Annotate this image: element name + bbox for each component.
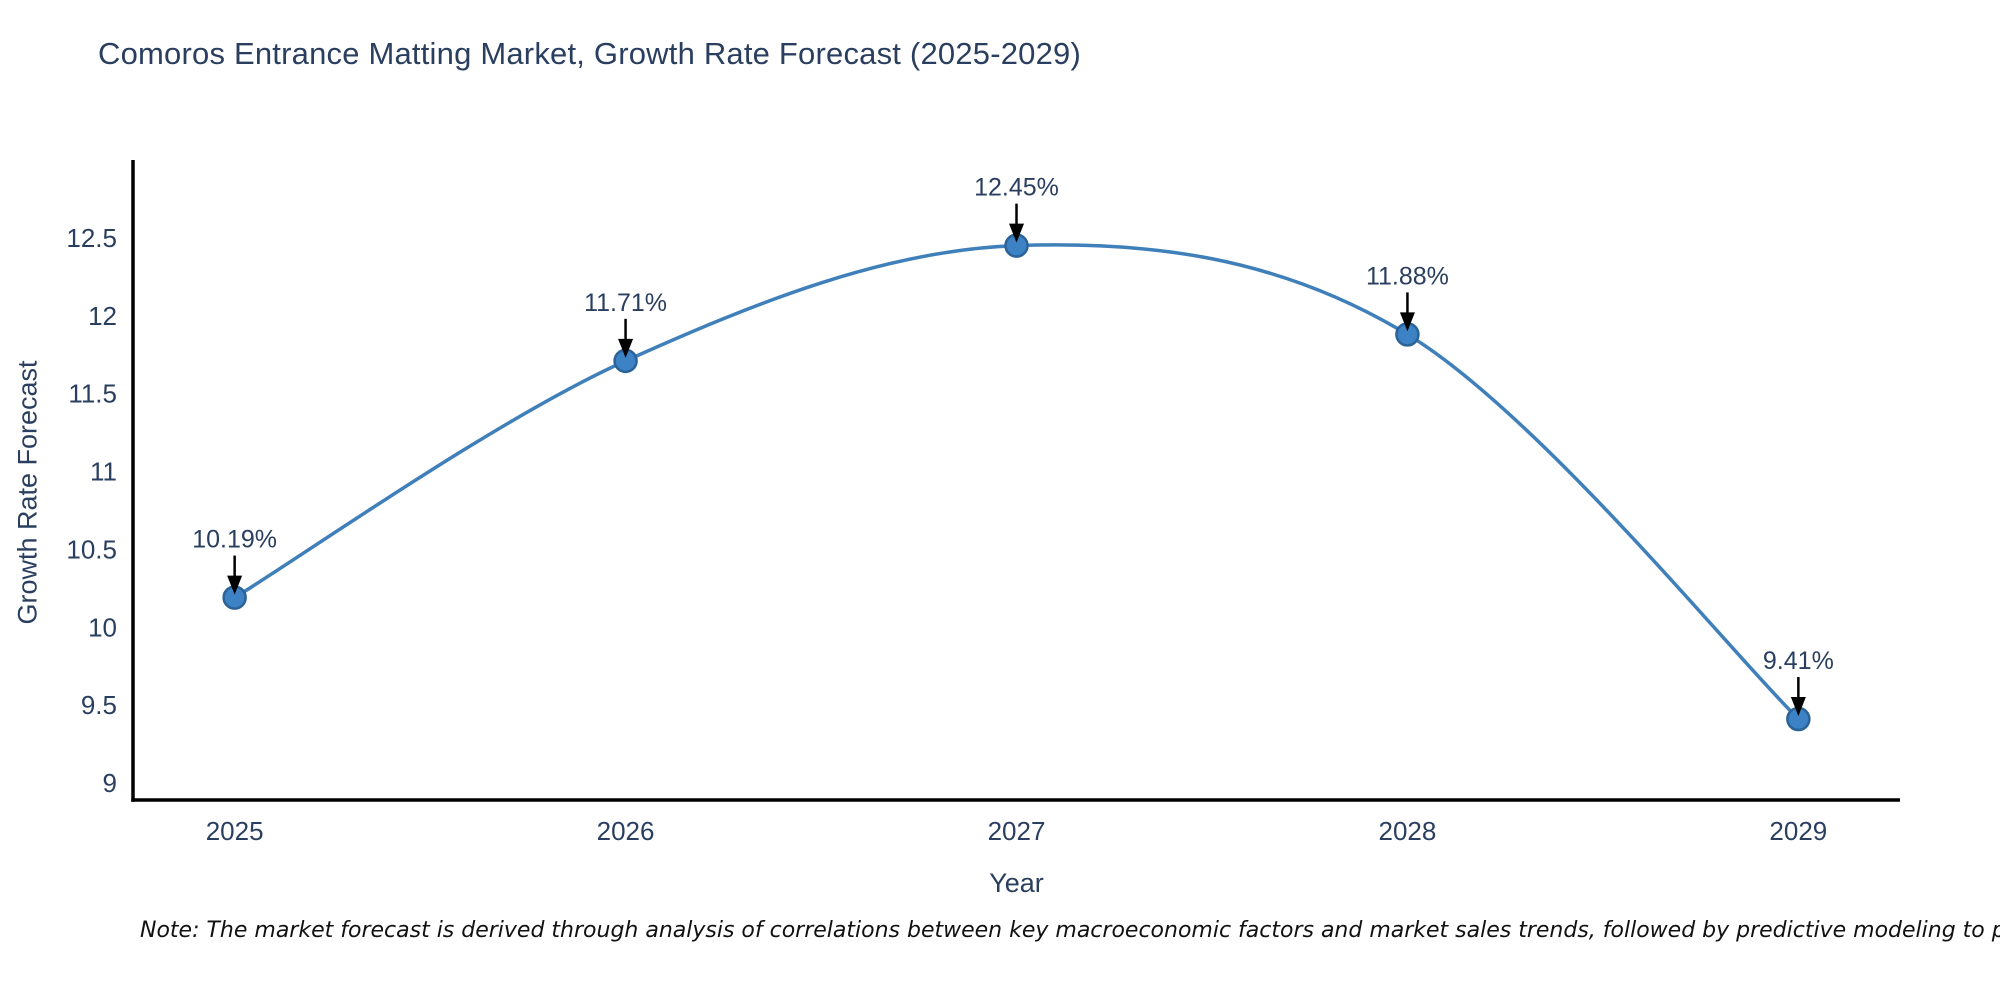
- footnote: Note: The market forecast is derived thr…: [140, 918, 2000, 943]
- annotation-arrow-head: [227, 575, 243, 595]
- trend-line: [232, 243, 1801, 721]
- chart-title: Comoros Entrance Matting Market, Growth …: [98, 36, 1082, 71]
- annotation-arrow-head: [1009, 223, 1024, 243]
- x-tick-label: 2027: [988, 816, 1046, 846]
- y-tick-label: 11: [90, 457, 117, 487]
- annotation-label: 11.88%: [1366, 262, 1449, 290]
- y-tick-label: 9: [103, 768, 117, 798]
- y-tick-label: 11.5: [68, 379, 117, 409]
- annotation-label: 11.71%: [584, 289, 667, 317]
- y-tick-label: 9.5: [81, 690, 117, 720]
- x-tick-label: 2029: [1769, 816, 1827, 846]
- x-tick-label: 2026: [597, 816, 655, 846]
- annotation-arrow-head: [618, 338, 634, 358]
- annotation-label: 9.41%: [1763, 647, 1834, 675]
- annotation-arrow-head: [1399, 312, 1415, 332]
- y-tick-label: 10: [88, 612, 117, 642]
- x-tick-label: 2028: [1379, 816, 1437, 846]
- y-tick-label: 12: [88, 301, 117, 331]
- x-tick-label: 2025: [206, 816, 264, 846]
- x-axis-title: Year: [989, 868, 1044, 898]
- annotation-arrow-head: [1790, 697, 1806, 717]
- y-tick-label: 10.5: [66, 534, 117, 564]
- annotation-label: 12.45%: [974, 174, 1059, 202]
- annotation-label: 10.19%: [192, 526, 277, 554]
- y-tick-label: 12.5: [66, 223, 117, 253]
